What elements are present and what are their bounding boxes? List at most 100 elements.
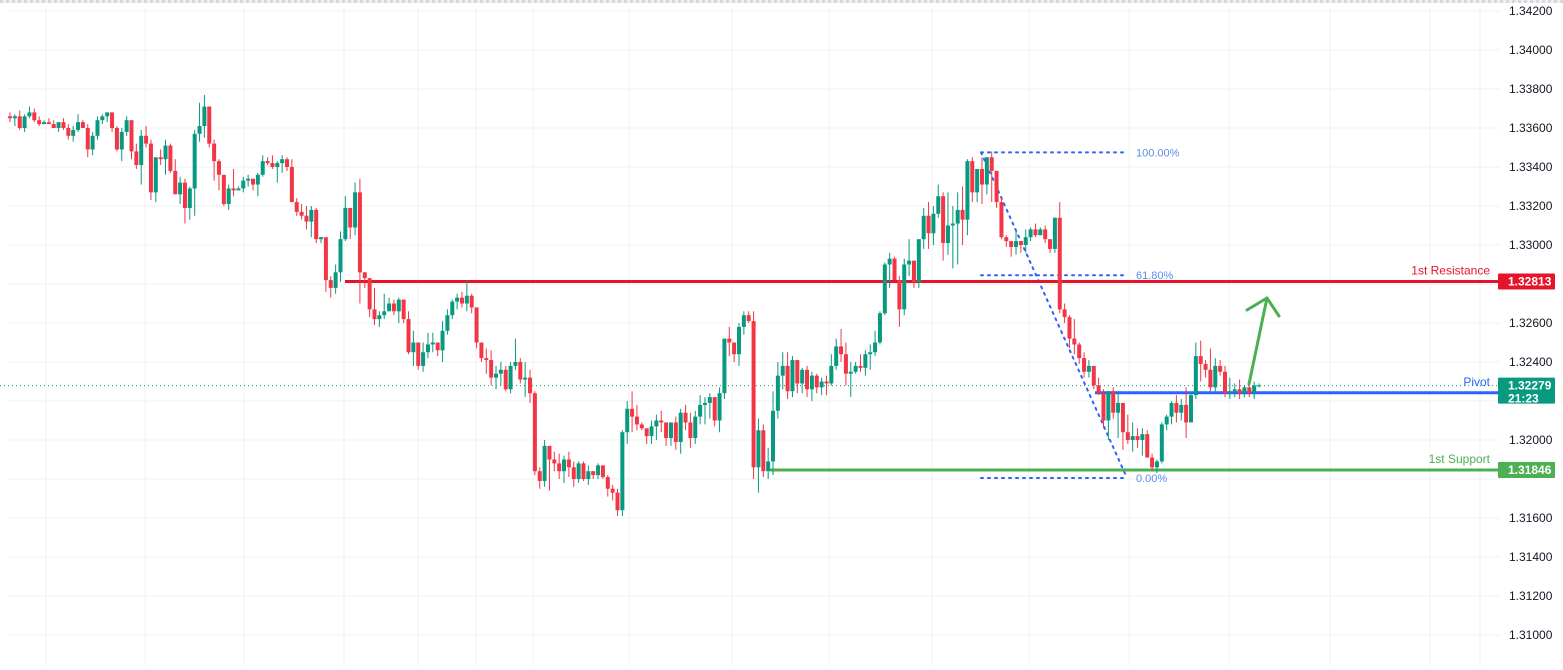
candle-up [153,157,158,193]
candle-up [668,422,673,439]
candle-down [1043,229,1048,240]
candle-up [702,402,707,405]
arrow-head-icon [1245,296,1281,318]
candle-up [698,404,703,417]
candle-down [17,116,22,128]
candle-up [1023,237,1028,245]
candle-down [926,215,931,234]
candle-up [90,135,95,150]
candle-down [270,163,275,167]
candle-up [119,131,124,150]
candle-up [27,112,32,117]
last-price-badge-text: 1.32279 [1508,379,1552,393]
candle-up [1169,402,1174,417]
fib-level-label: 61.80% [1136,270,1174,282]
candle-up [756,430,761,468]
price-axis-tick: 1.33000 [1509,238,1553,252]
candle-up [42,122,47,125]
candle-up [678,412,683,442]
candle-up [430,342,435,345]
candle-up [1193,356,1198,396]
candle-down [1057,217,1062,310]
candle-up [241,180,246,189]
candle-up [741,315,746,327]
candle-down [32,112,37,121]
candle-up [1154,461,1159,468]
candle-down [557,463,562,472]
candle-down [503,369,508,390]
price-axis-tick: 1.31200 [1509,589,1553,603]
candle-down [474,307,479,343]
candle-up [1130,436,1135,440]
candle-down [357,192,362,273]
candle-up [382,311,387,316]
candle-up [309,209,314,222]
candle-down [110,112,115,128]
candle-up [455,297,460,302]
candle-down [479,342,484,359]
candle-down [144,135,149,144]
fibonacci-retracement[interactable]: 100.00% 61.80% 0.00% [980,147,1180,485]
candlestick-series [8,94,1262,517]
candle-down [600,465,605,478]
candle-up [178,182,183,195]
candle-up [625,408,630,433]
candle-down [251,178,255,185]
horizontal-levels[interactable]: 1st Resistance Pivot 1st Support [345,263,1500,472]
candle-down [664,422,669,439]
candle-down [1120,402,1125,433]
candle-up [12,116,17,119]
level-label: Pivot [1463,375,1490,389]
candle-up [1052,217,1057,249]
candle-down [537,471,542,481]
level-label: 1st Support [1429,452,1491,466]
candle-down [644,428,649,437]
candle-up [863,354,868,368]
candle-down [980,168,984,185]
candle-up [955,209,960,224]
up-arrow-icon[interactable] [1247,296,1269,386]
candle-down [814,375,819,388]
candle-down [37,120,42,125]
candle-up [226,188,231,205]
candle-up [780,365,785,376]
candle-down [406,319,411,353]
candle-down [294,202,299,212]
price-axis-tick: 1.34000 [1509,43,1553,57]
candle-down [314,209,319,240]
candle-up [498,369,503,374]
candle-up [440,330,445,351]
candle-down [999,202,1004,238]
price-axis-tick: 1.33600 [1509,121,1553,135]
candle-down [1004,237,1009,242]
candle-up [411,342,416,353]
candle-down [299,211,304,216]
candle-up [596,465,601,476]
candle-down [1198,356,1203,364]
candle-up [236,188,241,191]
candle-up [907,260,912,265]
candle-down [615,492,620,511]
candle-up [576,463,581,479]
candle-up [105,112,110,117]
candle-up [921,215,926,240]
up-arrow-annotation[interactable] [1245,296,1281,386]
candle-down [1247,387,1252,394]
candle-up [1140,434,1145,440]
candle-up [542,445,547,481]
candle-down [659,420,664,423]
candle-up [95,120,100,136]
candle-up [1159,424,1164,462]
candle-down [304,215,309,222]
candle-down [994,170,999,203]
candle-up [450,301,455,316]
candle-up [202,106,207,127]
candle-up [387,303,392,312]
candle-up [377,315,382,320]
candle-down [362,272,367,279]
price-axis[interactable]: 1.34200 1.34000 1.33800 1.33600 1.33400 1.332… [1509,4,1553,642]
candle-up [936,196,941,214]
